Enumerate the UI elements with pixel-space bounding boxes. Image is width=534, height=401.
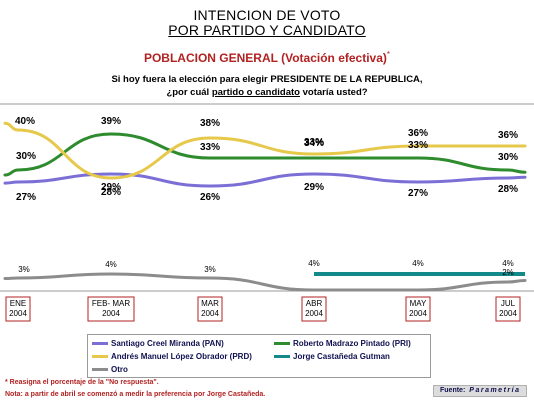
series-line-madrazo xyxy=(3,132,527,177)
legend-item-lopez: Andrés Manuel López Obrador (PRD) xyxy=(92,352,252,362)
data-label-madrazo-4: 33% xyxy=(408,140,428,151)
data-label-madrazo-3: 33% xyxy=(304,137,324,148)
legend-item-creel: Santiago Creel Miranda (PAN) xyxy=(92,339,224,349)
legend-swatch-creel xyxy=(92,342,108,346)
legend-label-castaneda: Jorge Castañeda Gutman xyxy=(293,352,390,361)
data-label-lopez-2: 38% xyxy=(200,118,220,129)
subtitle-text: POBLACION GENERAL (Votación efectiva) xyxy=(143,51,387,65)
series-line-otro xyxy=(3,272,527,292)
data-label-creel-5: 28% xyxy=(498,184,518,195)
x-tick-box-1 xyxy=(87,296,135,322)
x-tick-box-4 xyxy=(405,296,431,322)
x-tick-box-0 xyxy=(5,296,31,322)
x-tick-label-4-0: MAY xyxy=(410,299,427,308)
chart-title-line1: INTENCION DE VOTO xyxy=(193,7,341,23)
data-label-madrazo-5: 30% xyxy=(498,152,518,163)
chart-legend: Santiago Creel Miranda (PAN) Roberto Madr… xyxy=(87,334,431,378)
legend-label-lopez: Andrés Manuel López Obrador (PRD) xyxy=(111,352,252,361)
question-pre: ¿por cuál xyxy=(166,87,212,98)
legend-swatch-castaneda xyxy=(274,355,290,359)
chart-title-line2: POR PARTIDO Y CANDIDATO xyxy=(168,22,366,38)
data-label-madrazo-0: 30% xyxy=(16,151,36,162)
survey-question-line1: Si hoy fuera la elección para elegir PRE… xyxy=(111,74,423,85)
source-name: Parametría xyxy=(469,387,521,394)
data-label-creel-4: 27% xyxy=(408,188,428,199)
data-label-creel-2: 26% xyxy=(200,192,220,203)
legend-label-creel: Santiago Creel Miranda (PAN) xyxy=(111,339,224,348)
footnote-note: Nota: a partir de abril se comenzó a med… xyxy=(5,391,266,398)
data-label-castaneda-5: 4% xyxy=(502,259,514,268)
legend-swatch-lopez xyxy=(92,355,108,359)
legend-item-otro: Otro xyxy=(92,365,128,375)
series-line-creel xyxy=(3,172,527,188)
x-tick-label-0-1: 2004 xyxy=(9,309,27,318)
x-tick-label-5-0: JUL xyxy=(501,299,516,308)
legend-label-otro: Otro xyxy=(111,365,128,374)
x-tick-label-3-0: ABR xyxy=(306,299,323,308)
data-label-madrazo-2: 33% xyxy=(200,142,220,153)
x-tick-label-2-1: 2004 xyxy=(201,309,219,318)
x-tick-label-3-1: 2004 xyxy=(305,309,323,318)
legend-swatch-otro xyxy=(92,368,108,372)
x-tick-box-3 xyxy=(301,296,327,322)
legend-item-castaneda: Jorge Castañeda Gutman xyxy=(274,352,390,362)
x-tick-box-5 xyxy=(495,296,521,322)
data-label-lopez-5: 36% xyxy=(498,130,518,141)
data-label-lopez-4: 36% xyxy=(408,128,428,139)
data-label-otro-2: 3% xyxy=(204,265,216,274)
data-label-lopez-1: 28% xyxy=(101,187,121,198)
data-label-madrazo-1: 39% xyxy=(101,116,121,127)
data-label-otro-1: 4% xyxy=(105,260,117,269)
data-label-otro-5: 2% xyxy=(502,268,514,277)
legend-label-madrazo: Roberto Madrazo Pintado (PRI) xyxy=(293,339,411,348)
legend-swatch-madrazo xyxy=(274,342,290,346)
x-tick-label-1-0: FEB- MAR xyxy=(92,299,130,308)
x-tick-label-0-0: ENE xyxy=(10,299,26,308)
data-label-lopez-3: 34% xyxy=(304,138,324,149)
data-label-lopez-0: 40% xyxy=(15,116,35,127)
x-tick-label-5-1: 2004 xyxy=(499,309,517,318)
question-post: votaría usted? xyxy=(299,87,368,98)
survey-question-line2: ¿por cuál partido o candidato votaría us… xyxy=(0,87,534,98)
data-label-castaneda-3: 4% xyxy=(308,259,320,268)
x-tick-label-2-0: MAR xyxy=(201,299,219,308)
question-underlined: partido o candidato xyxy=(211,87,300,98)
x-tick-label-4-1: 2004 xyxy=(409,309,427,318)
line-chart: 27% 29% 26% 29% 27% 28% 30% 39% 33% 33% 33% 30% 40% 2… xyxy=(0,103,534,322)
chart-subtitle: POBLACION GENERAL (Votación efectiva)* xyxy=(0,50,534,65)
data-label-creel-3: 29% xyxy=(304,182,324,193)
data-label-creel-0: 27% xyxy=(16,192,36,203)
footnote-reassign: * Reasigna el porcentaje de la "No respu… xyxy=(5,379,159,386)
source-label: Fuente: xyxy=(440,387,466,394)
data-label-castaneda-4: 4% xyxy=(412,259,424,268)
x-tick-box-2 xyxy=(197,296,223,322)
subtitle-footnote-mark: * xyxy=(386,50,391,59)
x-tick-label-1-1: 2004 xyxy=(102,309,120,318)
source-box: Fuente: Parametría xyxy=(433,385,527,397)
legend-item-madrazo: Roberto Madrazo Pintado (PRI) xyxy=(274,339,411,349)
data-label-otro-0: 3% xyxy=(18,265,30,274)
series-line-lopez xyxy=(3,121,527,180)
data-label-creel-1: 29% xyxy=(101,182,121,193)
